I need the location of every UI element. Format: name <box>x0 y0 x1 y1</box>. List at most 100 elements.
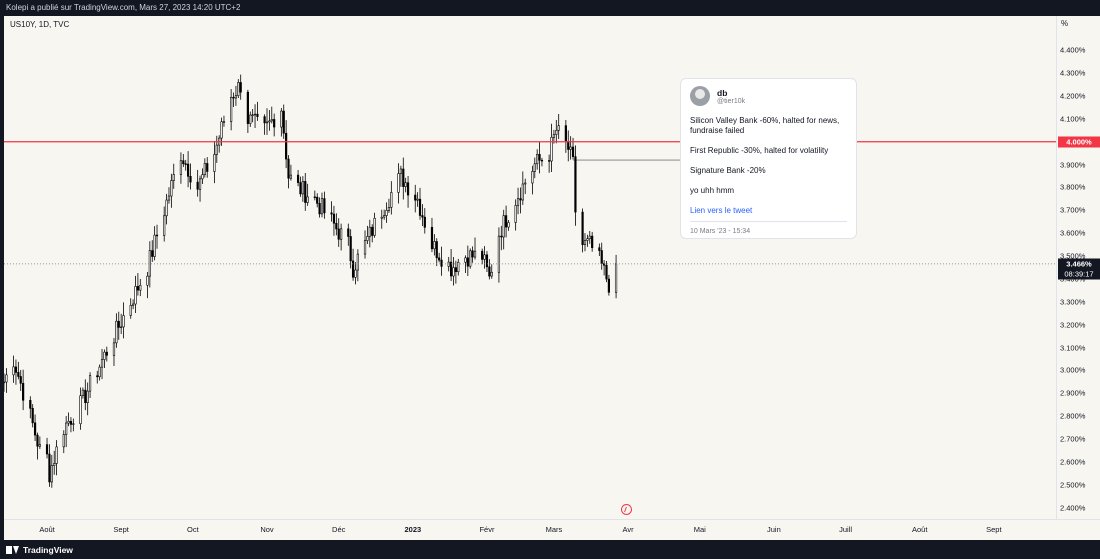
x-tick-label: Août <box>39 525 55 534</box>
y-tick-label: 3.100% <box>1060 343 1086 353</box>
candle-body <box>481 250 484 260</box>
candle-body <box>280 110 283 128</box>
tweet-card[interactable]: db @tier10k Silicon Valley Bank -60%, ha… <box>680 78 857 239</box>
candle-body <box>67 420 70 424</box>
candle-body <box>203 163 206 175</box>
candle-body <box>330 212 333 215</box>
candle-body <box>380 216 383 219</box>
candle-body <box>129 304 132 316</box>
candle-body <box>239 82 242 93</box>
x-tick-label: Sept <box>986 525 1002 534</box>
candle-body <box>120 326 123 328</box>
candle-body <box>253 113 257 116</box>
y-tick-label: 2.600% <box>1060 457 1086 467</box>
y-tick-label: 4.100% <box>1060 114 1086 124</box>
left-edge <box>0 16 4 540</box>
candle-body <box>454 267 457 273</box>
candle-body <box>100 359 104 368</box>
candle-body <box>414 194 417 201</box>
candle-body <box>306 196 309 203</box>
tweet-author-handle: @tier10k <box>717 97 746 105</box>
candle-body <box>402 168 405 187</box>
candle-body <box>586 238 589 241</box>
candlestick-chart[interactable] <box>4 16 1056 519</box>
candle-body <box>567 140 570 150</box>
candle-body <box>399 168 402 174</box>
candle-body <box>347 228 350 237</box>
candle-body <box>588 235 591 240</box>
time-axis[interactable]: Août Sept Oct Nov Déc 2023 Févr Mars Avr Mai Juin J… <box>4 519 1100 540</box>
candle-body <box>115 320 118 344</box>
candle-body <box>335 222 338 230</box>
candle-body <box>466 257 469 267</box>
candle-body <box>45 444 49 455</box>
candle-body <box>86 390 89 403</box>
candle-body <box>397 173 400 193</box>
candle-body <box>598 247 601 251</box>
y-tick-label: 3.000% <box>1060 365 1086 375</box>
candle-body <box>14 366 18 373</box>
x-tick-label: Oct <box>187 525 199 534</box>
candle-body <box>421 215 424 218</box>
candle-body <box>337 228 340 240</box>
candle-body <box>270 119 273 122</box>
candle-body <box>538 154 541 161</box>
candle-body <box>184 163 187 165</box>
tweet-line: Silicon Valley Bank -60%, halted for new… <box>690 116 840 135</box>
candle-body <box>497 235 501 273</box>
candle-body <box>464 257 467 263</box>
candle-body <box>536 154 539 165</box>
y-tick-label: 3.700% <box>1060 205 1086 215</box>
candle-body <box>531 171 534 184</box>
tweet-link[interactable]: Lien vers le tweet <box>690 206 753 215</box>
y-tick-label: 3.900% <box>1060 160 1086 170</box>
x-tick-label: Juill <box>839 525 853 534</box>
candle-body <box>65 422 68 435</box>
candle-body <box>105 351 108 356</box>
candle-body <box>189 176 192 183</box>
candle-body <box>581 211 584 245</box>
y-tick-label: 2.500% <box>1060 480 1086 490</box>
candle-body <box>301 181 304 195</box>
avatar <box>690 86 710 106</box>
candle-body <box>268 120 271 123</box>
candle-body <box>136 286 139 291</box>
publish-header: Kolepi a publié sur TradingView.com, Mar… <box>0 0 1100 16</box>
candle-body <box>366 236 369 241</box>
y-tick-label: 4.300% <box>1060 68 1086 78</box>
candle-body <box>452 267 455 277</box>
candle-body <box>320 198 324 215</box>
candle-body <box>265 121 269 124</box>
chart-area[interactable]: US10Y, 1D, TVC db @tier10k Silicon Valle… <box>4 16 1056 519</box>
candle-body <box>332 213 336 224</box>
candle-body <box>12 366 15 376</box>
candle-body <box>299 182 302 195</box>
candle-body <box>112 342 116 356</box>
news-flash-icon[interactable] <box>621 504 632 515</box>
candle-body <box>165 199 168 217</box>
y-tick-label: 2.400% <box>1060 503 1086 513</box>
candle-body <box>488 266 491 277</box>
y-tick-label: 2.700% <box>1060 434 1086 444</box>
candle-body <box>220 121 223 139</box>
tradingview-logo-icon <box>6 545 19 554</box>
last-price-badge: 3.466% <box>1058 258 1100 270</box>
tweet-line: First Republic -30%, halted for volatili… <box>690 146 829 155</box>
bar-countdown-badge: 08:39:17 <box>1058 268 1100 280</box>
candle-body <box>98 366 101 378</box>
candle-body <box>179 160 183 175</box>
tradingview-logo[interactable]: TradingView <box>6 545 73 555</box>
candle-body <box>435 241 438 259</box>
candle-body <box>62 434 65 448</box>
candle-body <box>285 132 288 160</box>
candle-body <box>318 203 321 215</box>
candle-body <box>607 278 610 293</box>
candle-body <box>151 250 154 257</box>
x-tick-label: Août <box>911 525 928 534</box>
candle-body <box>38 444 41 447</box>
candle-body <box>81 389 84 396</box>
price-axis[interactable]: % 2.400% 2.500% 2.600% 2.700% 2.800% 2.900% 3.… <box>1056 16 1100 519</box>
candle-body <box>263 116 266 124</box>
candle-body <box>591 235 594 249</box>
candle-body <box>533 163 536 172</box>
